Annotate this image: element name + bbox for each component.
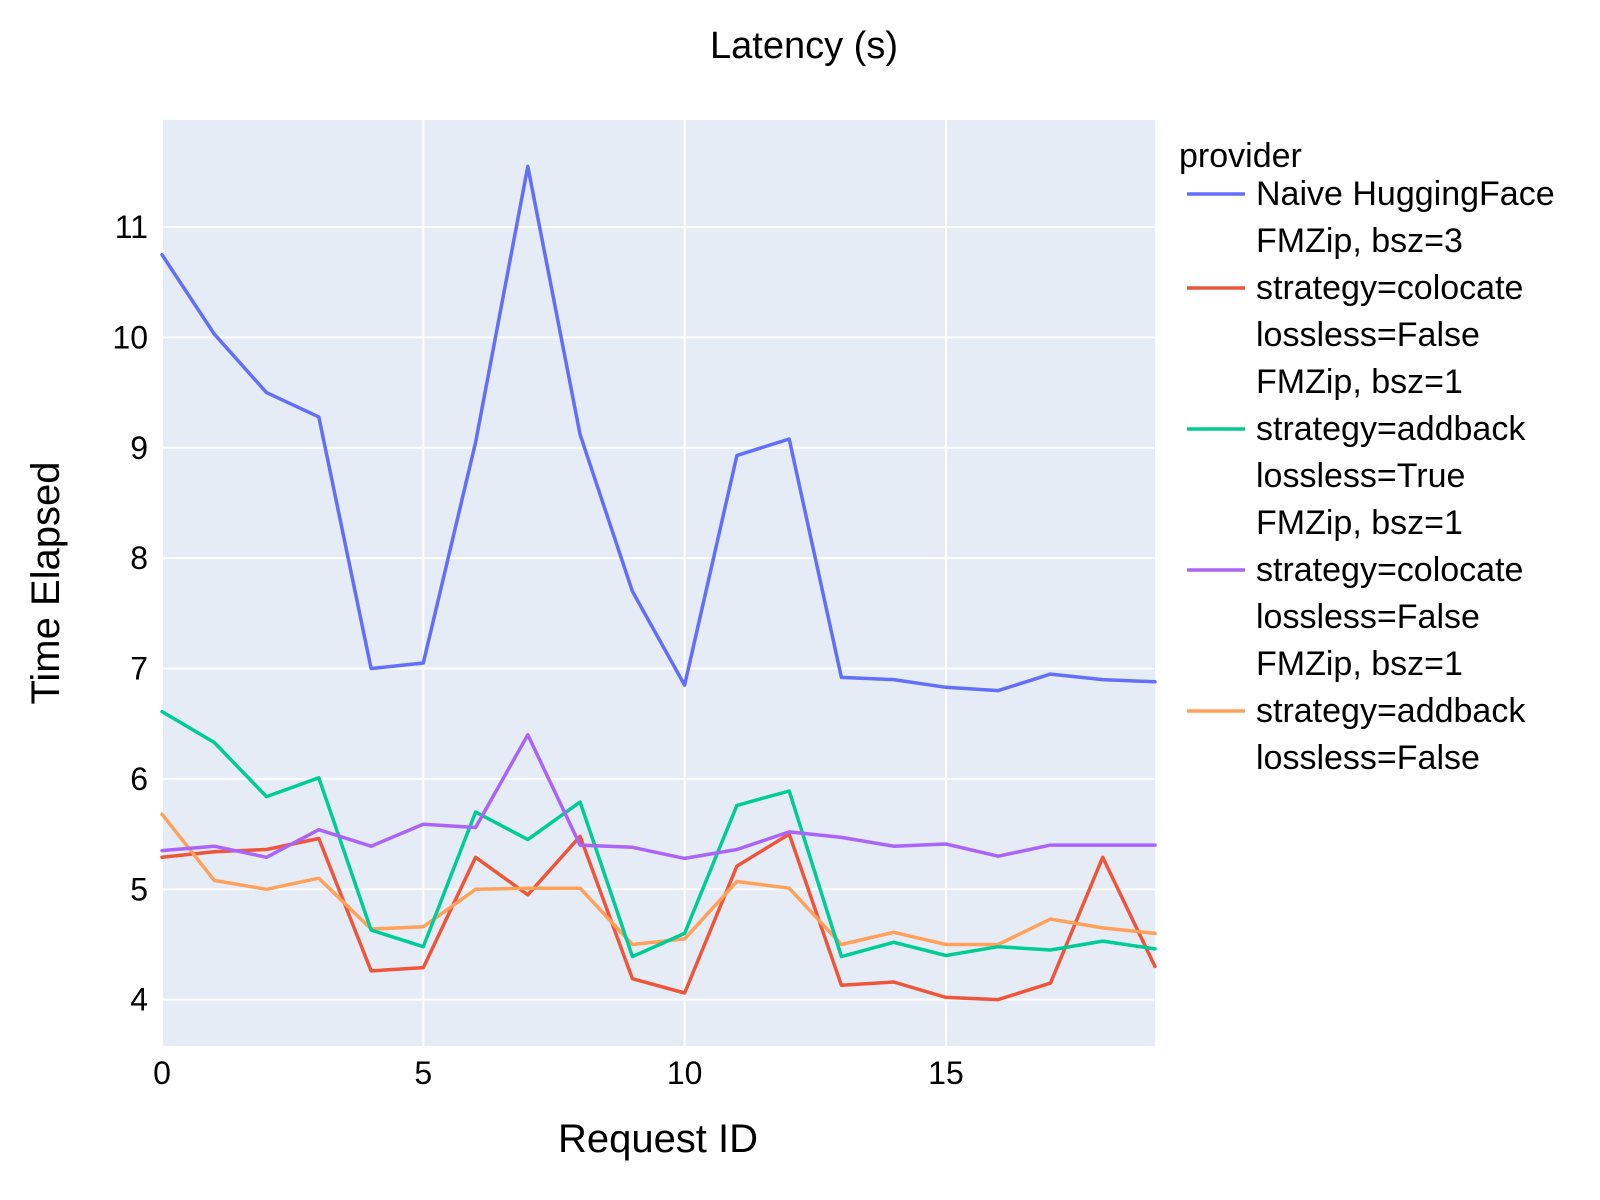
x-axis-title: Request ID — [558, 1117, 758, 1161]
y-tick-label: 11 — [115, 209, 148, 245]
legend-label: FMZip, bsz=1 strategy=addback lossless=Fal… — [1256, 645, 1526, 777]
series-line-naive-huggingface — [160, 164, 1157, 693]
y-axis-ticks: 4 5 6 7 8 9 10 11 — [112, 209, 148, 1018]
legend-label-line: lossless=True — [1256, 457, 1465, 495]
y-tick-label: 5 — [130, 871, 148, 907]
x-axis-ticks: 0 5 10 15 — [153, 1055, 964, 1091]
y-tick-label: 7 — [130, 651, 148, 687]
y-axis-title: Time Elapsed — [24, 461, 68, 704]
legend-label: Naive HuggingFace — [1256, 175, 1555, 213]
y-tick-label: 6 — [130, 761, 148, 797]
y-tick-label: 9 — [130, 430, 148, 466]
legend-title: provider — [1179, 137, 1302, 175]
legend-label-line: FMZip, bsz=1 — [1256, 363, 1463, 401]
series-lines — [160, 164, 1157, 1002]
legend: provider Naive HuggingFace FMZip, bsz=3 st… — [1179, 137, 1555, 777]
series-line-fmzip-bsz-1-strategy-addback-lossless-true — [160, 709, 1157, 959]
series-line-fmzip-bsz-1-strategy-addback-lossless-false — [160, 812, 1157, 947]
legend-label-line: lossless=False — [1256, 598, 1480, 636]
legend-label-line: lossless=False — [1256, 316, 1480, 354]
legend-label: FMZip, bsz=1 strategy=colocate lossless=Fa… — [1256, 504, 1523, 636]
x-tick-label: 5 — [414, 1055, 432, 1091]
legend-label-line: strategy=colocate — [1256, 551, 1523, 589]
legend-label-line: strategy=addback — [1256, 410, 1526, 448]
legend-label-line: Naive HuggingFace — [1256, 175, 1555, 213]
legend-label-line: FMZip, bsz=3 — [1256, 222, 1463, 260]
x-tick-label: 0 — [153, 1055, 171, 1091]
legend-label: FMZip, bsz=3 strategy=colocate lossless=Fa… — [1256, 222, 1523, 354]
y-tick-label: 10 — [112, 319, 148, 355]
legend-label-line: strategy=colocate — [1256, 269, 1523, 307]
legend-label: FMZip, bsz=1 strategy=addback lossless=Tru… — [1256, 363, 1526, 495]
y-tick-label: 8 — [130, 540, 148, 576]
legend-label-line: lossless=False — [1256, 739, 1480, 777]
series-line-fmzip-bsz-1-strategy-colocate-lossless-false — [160, 733, 1157, 861]
legend-label-line: FMZip, bsz=1 — [1256, 645, 1463, 683]
y-tick-label: 4 — [130, 982, 148, 1018]
legend-label-line: strategy=addback — [1256, 692, 1526, 730]
x-tick-label: 10 — [667, 1055, 703, 1091]
legend-label-line: FMZip, bsz=1 — [1256, 504, 1463, 542]
chart-title: Latency (s) — [710, 25, 898, 67]
plot-area — [162, 120, 1155, 1046]
series-line-fmzip-bsz-3-strategy-colocate-lossless-false — [160, 832, 1157, 1002]
gridlines — [161, 120, 1155, 1046]
x-tick-label: 15 — [928, 1055, 964, 1091]
